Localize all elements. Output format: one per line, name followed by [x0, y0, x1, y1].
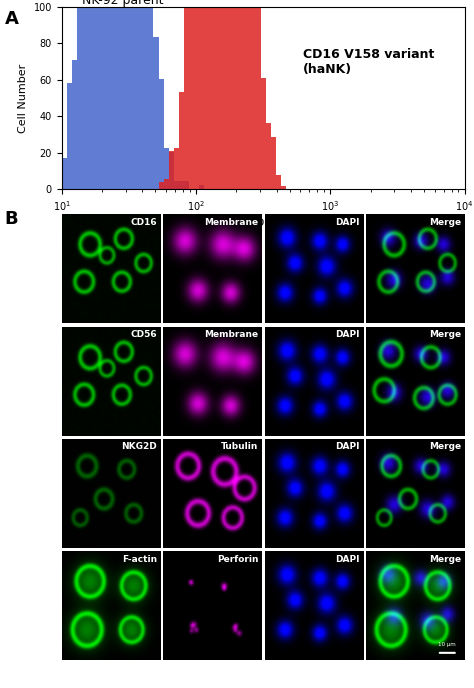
Text: Membrane: Membrane [204, 330, 259, 339]
Text: DAPI: DAPI [336, 555, 360, 563]
Text: DAPI: DAPI [336, 442, 360, 451]
Text: Merge: Merge [429, 217, 462, 226]
Text: 10 μm: 10 μm [438, 643, 456, 647]
X-axis label: CD16: CD16 [248, 218, 278, 228]
Text: Merge: Merge [429, 442, 462, 451]
Text: CD16: CD16 [130, 217, 157, 226]
Text: Perforin: Perforin [217, 555, 259, 563]
Text: A: A [5, 10, 18, 28]
Y-axis label: Cell Number: Cell Number [18, 63, 28, 133]
Text: F-actin: F-actin [122, 555, 157, 563]
Text: CD56: CD56 [130, 330, 157, 339]
Text: NK-92 parent: NK-92 parent [82, 0, 163, 7]
Text: Tubulin: Tubulin [221, 442, 259, 451]
Text: DAPI: DAPI [336, 217, 360, 226]
Polygon shape [62, 0, 465, 189]
Text: Membrane: Membrane [204, 217, 259, 226]
Text: Merge: Merge [429, 330, 462, 339]
Polygon shape [62, 0, 465, 189]
Text: Merge: Merge [429, 555, 462, 563]
Text: B: B [5, 210, 18, 228]
Text: DAPI: DAPI [336, 330, 360, 339]
Text: NKG2D: NKG2D [121, 442, 157, 451]
Text: CD16 V158 variant
(haNK): CD16 V158 variant (haNK) [303, 47, 435, 76]
